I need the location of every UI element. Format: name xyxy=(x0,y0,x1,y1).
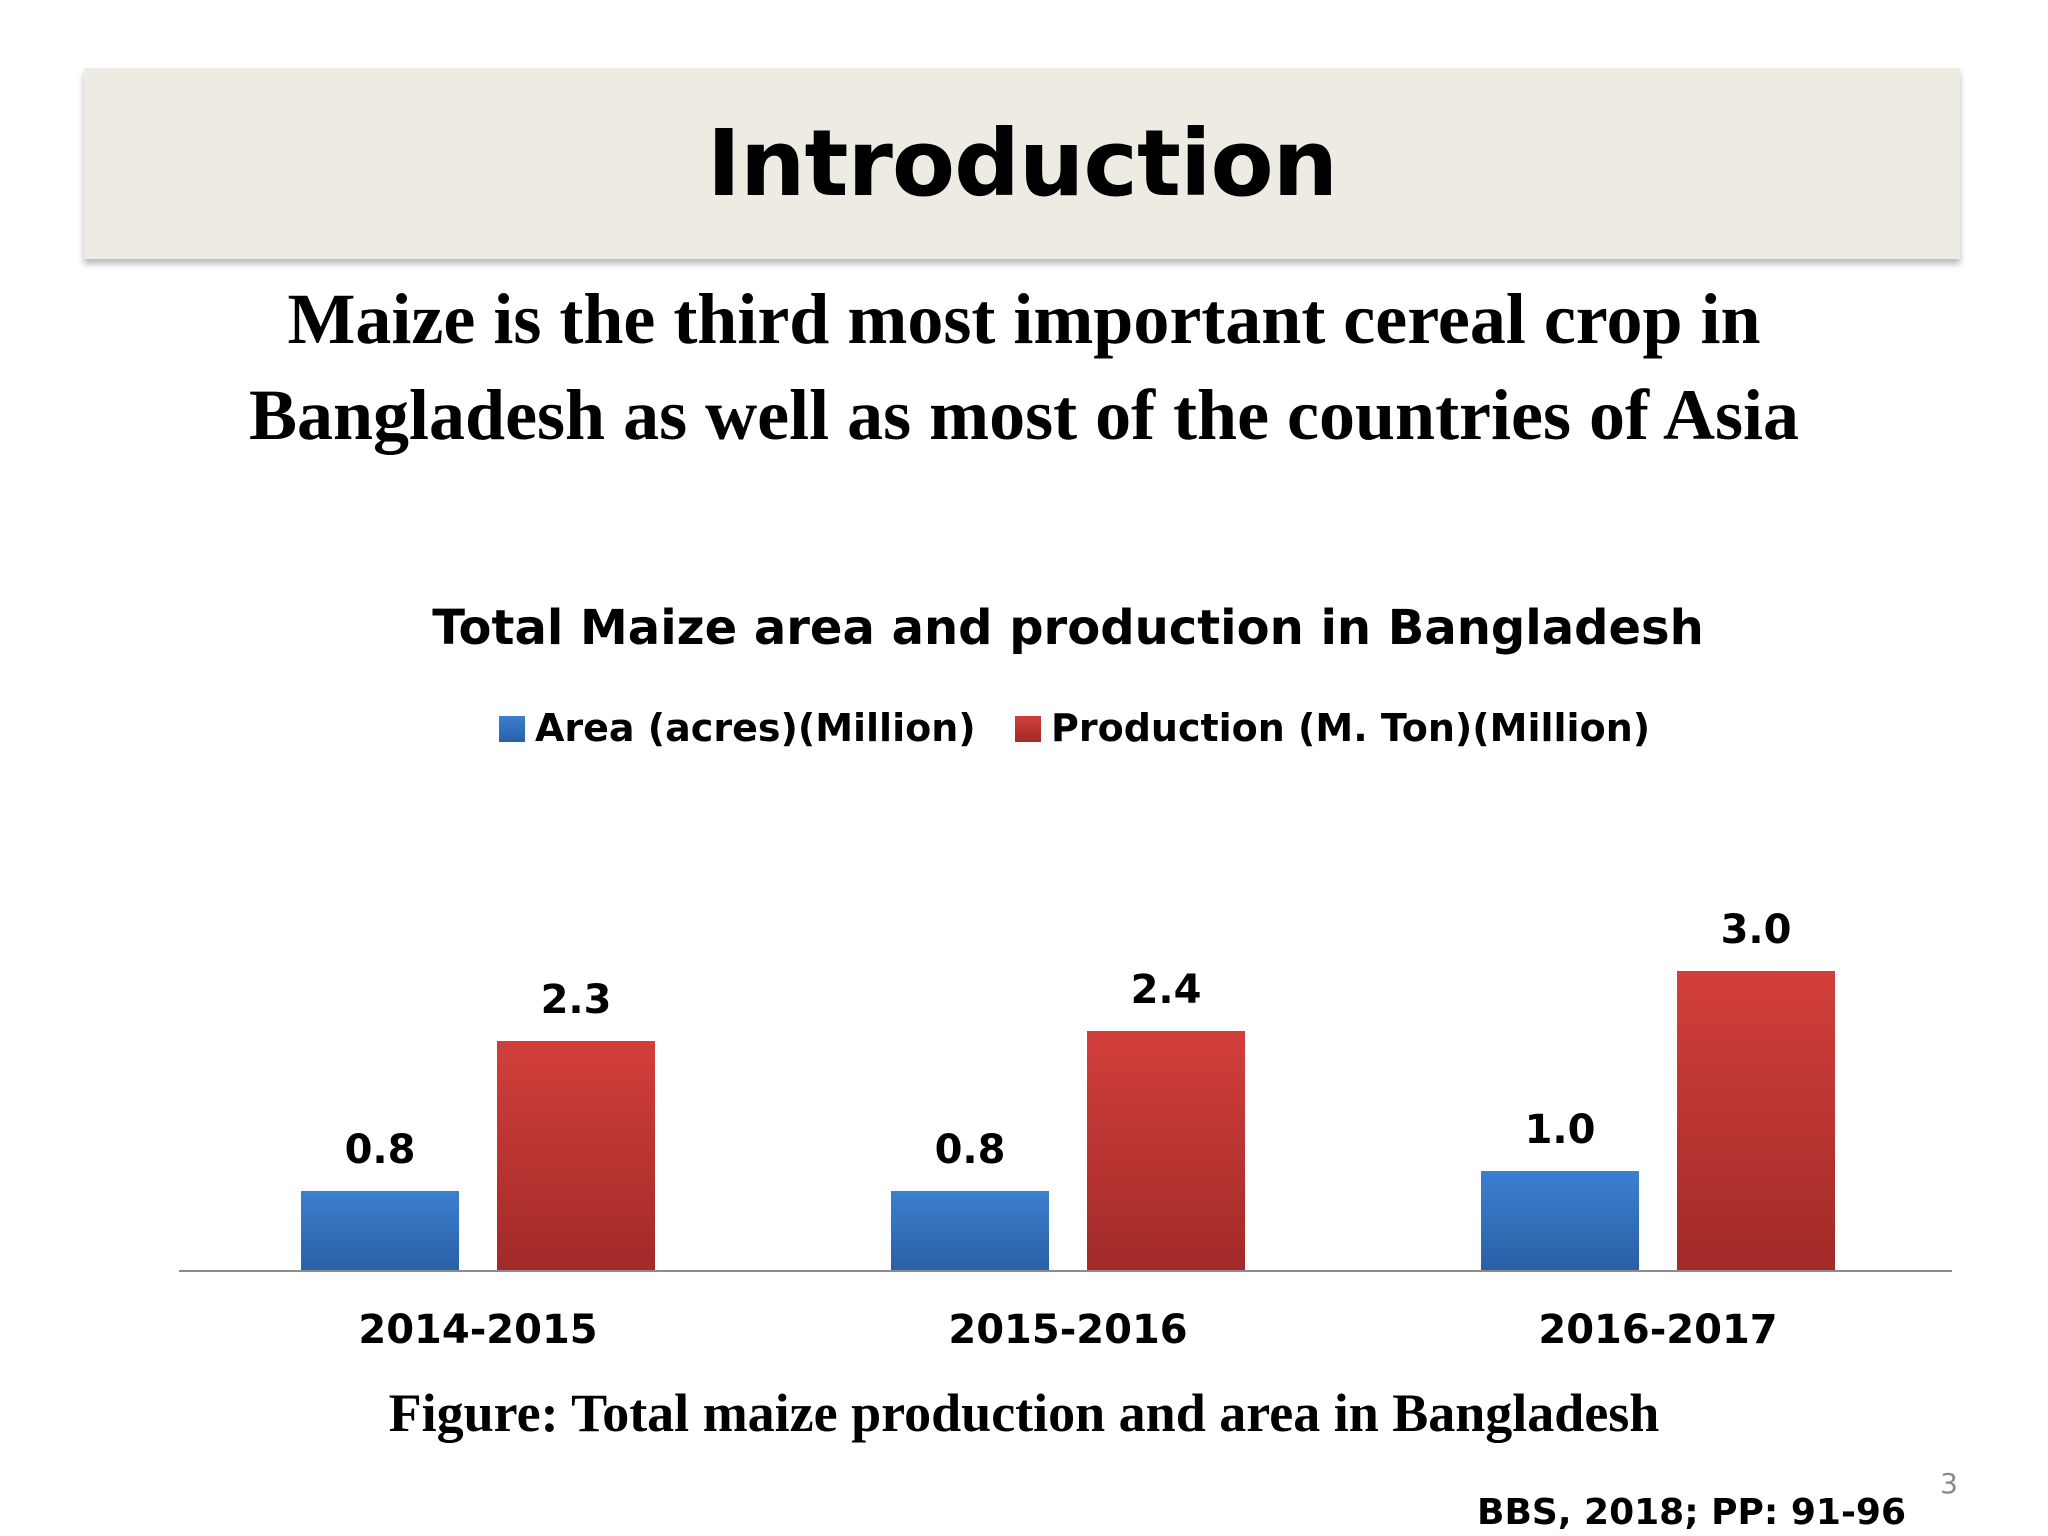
subtitle-line-1: Maize is the third most important cereal… xyxy=(287,279,1761,359)
data-label-area-2016-2017: 1.0 xyxy=(1525,1107,1596,1153)
data-label-production-2015-2016: 2.4 xyxy=(1131,967,1202,1013)
chart-bars: 0.8 2.3 0.8 2.4 1.0 3.0 xyxy=(301,907,1835,1271)
data-label-area-2014-2015: 0.8 xyxy=(345,1127,416,1173)
x-tick-label-2014-2015: 2014-2015 xyxy=(358,1307,597,1353)
title-bar: Introduction xyxy=(84,68,1960,259)
data-label-production-2016-2017: 3.0 xyxy=(1721,907,1792,953)
bar-production-2016-2017 xyxy=(1677,971,1835,1271)
chart-legend: Area (acres)(Million) Production (M. Ton)… xyxy=(499,706,1650,750)
legend-label-production: Production (M. Ton)(Million) xyxy=(1051,706,1650,750)
x-axis-labels: 2014-2015 2015-2016 2016-2017 xyxy=(358,1307,1777,1353)
bar-area-2014-2015 xyxy=(301,1191,459,1271)
data-label-production-2014-2015: 2.3 xyxy=(541,977,612,1023)
legend-label-area: Area (acres)(Million) xyxy=(535,706,976,750)
figure-caption: Figure: Total maize production and area … xyxy=(388,1383,1660,1443)
page-number: 3 xyxy=(1940,1467,1958,1500)
bar-area-2016-2017 xyxy=(1481,1171,1639,1271)
legend-swatch-production xyxy=(1015,716,1041,742)
legend-swatch-area xyxy=(499,716,525,742)
bar-production-2015-2016 xyxy=(1087,1031,1245,1271)
x-tick-label-2016-2017: 2016-2017 xyxy=(1538,1307,1777,1353)
data-label-area-2015-2016: 0.8 xyxy=(935,1127,1006,1173)
bar-production-2014-2015 xyxy=(497,1041,655,1271)
subtitle-line-2: Bangladesh as well as most of the countr… xyxy=(248,375,1800,455)
citation: BBS, 2018; PP: 91-96 xyxy=(1477,1492,1906,1533)
chart-title: Total Maize area and production in Bangl… xyxy=(432,600,1704,656)
bar-area-2015-2016 xyxy=(891,1191,1049,1271)
slide-title: Introduction xyxy=(706,110,1338,217)
x-tick-label-2015-2016: 2015-2016 xyxy=(948,1307,1187,1353)
